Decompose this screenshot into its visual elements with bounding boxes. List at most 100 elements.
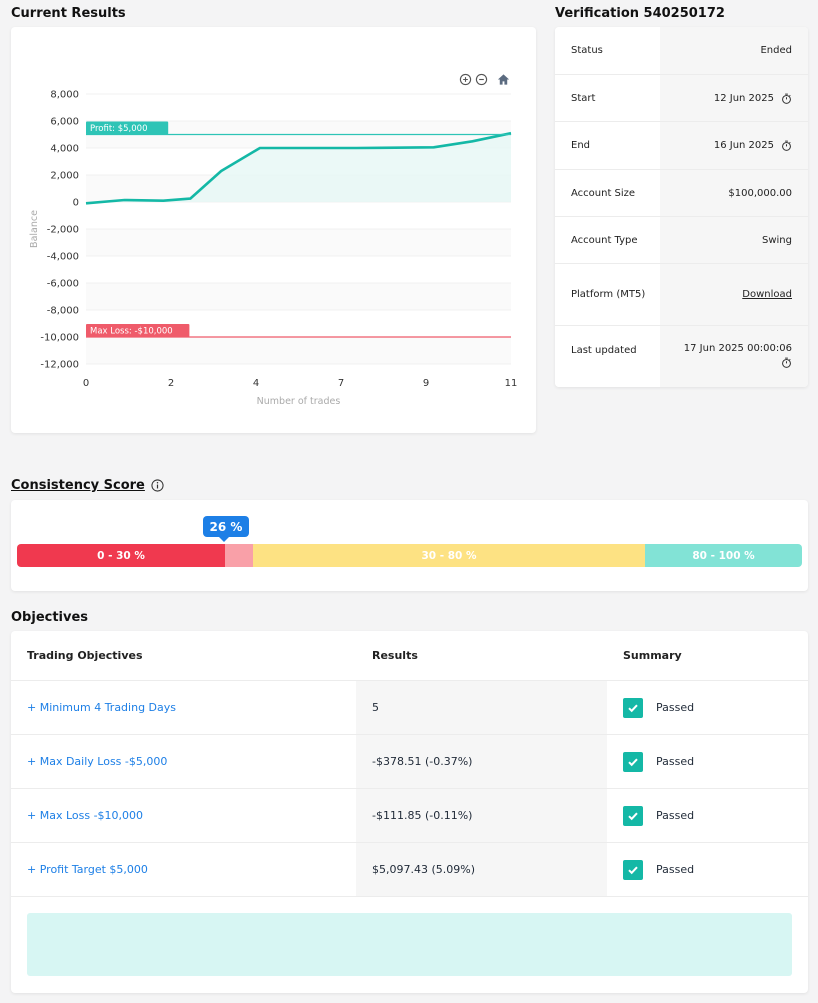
verif-value: Download	[660, 264, 808, 325]
status-value: Ended	[760, 45, 792, 56]
result-cell: $5,097.43 (5.09%)	[356, 843, 607, 896]
plus-icon: +	[27, 701, 37, 714]
expand-objective-link[interactable]: + Minimum 4 Trading Days	[27, 701, 176, 714]
objective-cell: + Profit Target $5,000	[11, 843, 356, 896]
summary-cell: Passed	[607, 681, 808, 734]
chart-card: 8,000 6,000 4,000 2,000 0 -2,000 -4,000 -6,000 -…	[11, 27, 536, 433]
segment-low: 0 - 30 %	[17, 544, 225, 567]
expand-objective-link[interactable]: + Max Daily Loss -$5,000	[27, 755, 168, 768]
verification-card: Status Ended Start 12 Jun 2025 End 16 Ju…	[555, 27, 808, 387]
annotation-badge	[86, 324, 190, 337]
objective-row: + Max Daily Loss -$5,000 -$378.51 (-0.37…	[11, 735, 808, 789]
header-objective: Trading Objectives	[27, 649, 143, 662]
grid-band	[86, 229, 511, 256]
objective-row: + Max Loss -$10,000 -$111.85 (-0.11%) Pa…	[11, 789, 808, 843]
y-tick-label: 6,000	[50, 117, 79, 128]
y-tick-label: 2,000	[50, 171, 79, 182]
objectives-card: Trading Objectives Results Summary + Min…	[11, 631, 808, 993]
checkbox-checked-icon	[623, 697, 643, 718]
y-tick-label: -4,000	[47, 252, 79, 263]
account-type-value: Swing	[762, 234, 792, 246]
summary-cell: Passed	[607, 789, 808, 842]
verif-label: Account Type	[555, 217, 660, 263]
y-tick-label: 4,000	[50, 144, 79, 155]
verif-row-end: End 16 Jun 2025	[555, 122, 808, 170]
y-tick-label: -6,000	[47, 279, 79, 290]
header-summary: Summary	[623, 649, 682, 662]
verif-value: $100,000.00	[660, 170, 808, 216]
plus-icon: +	[27, 755, 37, 768]
verif-label: Account Size	[555, 170, 660, 216]
segment-high: 80 - 100 %	[645, 544, 802, 567]
checkbox-checked-icon	[623, 751, 643, 772]
segment-marker	[225, 544, 253, 567]
objective-cell: + Max Loss -$10,000	[11, 789, 356, 842]
verif-value: Ended	[660, 27, 808, 74]
grid-band	[86, 337, 511, 364]
verif-row-account-size: Account Size $100,000.00	[555, 170, 808, 217]
score-indicator: 26 %	[203, 516, 249, 542]
checkbox-checked-icon	[623, 859, 643, 880]
checkbox-checked-icon	[623, 805, 643, 826]
verif-label: Platform (MT5)	[555, 264, 660, 325]
result-cell: -$378.51 (-0.37%)	[356, 735, 607, 788]
objective-cell: + Minimum 4 Trading Days	[11, 681, 356, 734]
balance-area	[86, 133, 511, 204]
x-tick-label: 0	[83, 378, 89, 389]
y-tick-label: 0	[73, 198, 79, 209]
annotation-label: Profit: $5,000	[90, 124, 147, 134]
account-size-value: $100,000.00	[728, 187, 792, 199]
verif-value: 12 Jun 2025	[660, 75, 808, 121]
header-results: Results	[372, 649, 418, 662]
last-updated-value: 17 Jun 2025 00:00:06	[683, 343, 792, 354]
verif-label: Last updated	[555, 326, 660, 387]
verif-row-platform: Platform (MT5) Download	[555, 264, 808, 326]
current-results-title: Current Results	[11, 6, 126, 21]
summary-cell: Passed	[607, 735, 808, 788]
y-tick-label: -8,000	[47, 306, 79, 317]
y-axis-title: Balance	[29, 210, 40, 248]
end-value: 16 Jun 2025	[713, 140, 774, 151]
verif-row-account-type: Account Type Swing	[555, 217, 808, 264]
y-tick-label: 8,000	[50, 90, 79, 101]
balance-line	[85, 131, 512, 205]
zoom-in-icon[interactable]	[459, 73, 472, 86]
info-panel	[27, 913, 792, 976]
zoom-out-icon[interactable]	[475, 73, 488, 86]
consistency-card: 26 % 0 - 30 % 30 - 80 % 80 - 100 %	[11, 500, 808, 591]
verif-row-start: Start 12 Jun 2025	[555, 75, 808, 122]
annotation-label: Max Loss: -$10,000	[90, 327, 173, 337]
verif-value: 16 Jun 2025	[660, 122, 808, 169]
info-icon[interactable]	[151, 479, 164, 492]
expand-objective-link[interactable]: + Max Loss -$10,000	[27, 809, 144, 822]
stopwatch-icon	[782, 357, 791, 368]
score-bar: 0 - 30 % 30 - 80 % 80 - 100 %	[17, 544, 802, 567]
verif-label: Status	[555, 27, 660, 74]
expand-objective-link[interactable]: + Profit Target $5,000	[27, 863, 148, 876]
chart-toolbar	[459, 73, 510, 86]
objective-row: + Profit Target $5,000 $5,097.43 (5.09%)…	[11, 843, 808, 897]
x-tick-label: 7	[338, 378, 344, 389]
home-icon[interactable]	[497, 73, 510, 86]
x-tick-label: 2	[168, 378, 174, 389]
consistency-title: Consistency Score	[11, 478, 164, 493]
result-cell: 5	[356, 681, 607, 734]
verif-value: 17 Jun 2025 00:00:06	[660, 326, 808, 387]
y-tick-label: -12,000	[40, 360, 79, 371]
x-tick-label: 11	[505, 378, 518, 389]
x-tick-label: 9	[423, 378, 429, 389]
balance-chart: 8,000 6,000 4,000 2,000 0 -2,000 -4,000 -6,000 -…	[29, 90, 518, 408]
summary-cell: Passed	[607, 843, 808, 896]
x-axis-title: Number of trades	[257, 396, 341, 407]
consistency-title-text: Consistency Score	[11, 478, 145, 493]
grid-band	[86, 283, 511, 310]
annotation-badge	[86, 121, 169, 135]
objectives-title: Objectives	[11, 610, 89, 625]
verif-row-last-updated: Last updated 17 Jun 2025 00:00:06	[555, 326, 808, 387]
objective-row: + Minimum 4 Trading Days 5 Passed	[11, 681, 808, 735]
verif-value: Swing	[660, 217, 808, 263]
verif-label: Start	[555, 75, 660, 121]
y-tick-label: -10,000	[40, 333, 79, 344]
segment-mid: 30 - 80 %	[253, 544, 645, 567]
download-link[interactable]: Download	[742, 289, 792, 300]
